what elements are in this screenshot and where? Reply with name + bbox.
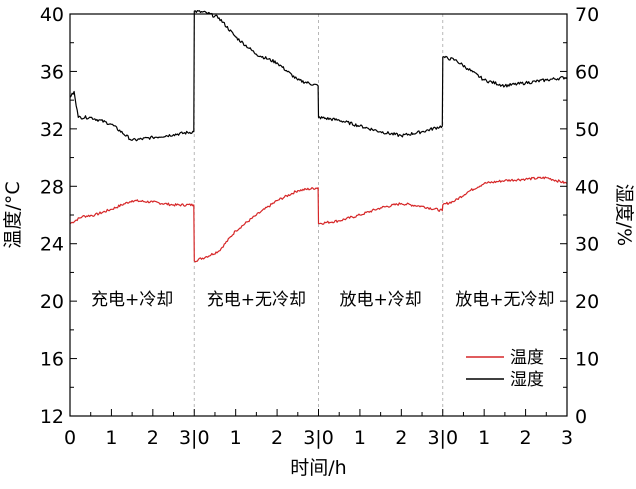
right-axis-title: 湿度/%: [613, 184, 635, 246]
x-tick-label: 3|0: [179, 427, 210, 449]
legend-label: 温度: [510, 348, 544, 368]
series-layer: [69, 10, 568, 263]
x-axis-title: 时间/h: [290, 457, 346, 479]
x-tick-label: 2: [520, 427, 532, 449]
x-tick-label: 3|0: [303, 427, 334, 449]
left-tick-label: 24: [40, 234, 64, 256]
x-tick-label: 3: [561, 427, 573, 449]
phase-label: 放电+冷却: [340, 290, 422, 310]
right-tick-label: 10: [575, 349, 599, 371]
left-tick-label: 36: [40, 61, 64, 83]
left-tick-label: 32: [40, 119, 64, 141]
left-tick-label: 28: [40, 176, 64, 198]
right-tick-label: 0: [575, 406, 587, 428]
right-axis: 0 10 20 30 40 50 60 70: [560, 4, 599, 428]
left-tick-label: 20: [40, 291, 64, 313]
x-tick-label: 2: [395, 427, 407, 449]
legend-label: 湿度: [510, 370, 544, 390]
right-tick-label: 50: [575, 119, 599, 141]
right-tick-label: 40: [575, 176, 599, 198]
x-tick-label: 1: [230, 427, 242, 449]
right-tick-label: 20: [575, 291, 599, 313]
x-tick-label: 2: [147, 427, 159, 449]
left-tick-label: 12: [40, 406, 64, 428]
right-tick-label: 60: [575, 61, 599, 83]
series-line-humidity: [69, 10, 568, 142]
x-tick-label: 1: [105, 427, 117, 449]
x-tick-label: 2: [271, 427, 283, 449]
phase-label: 充电+冷却: [91, 290, 173, 310]
left-axis-title: 温度/°C: [2, 181, 24, 248]
x-axis: 0 1 2 3|0 1 2 3|0 1 2 3|0 1 2 3: [64, 409, 573, 449]
phase-labels: 充电+冷却 充电+无冷却 放电+冷却 放电+无冷却: [91, 290, 555, 310]
right-tick-label: 70: [575, 4, 599, 26]
left-tick-label: 40: [40, 4, 64, 26]
x-tick-label: 0: [64, 427, 76, 449]
right-tick-label: 30: [575, 234, 599, 256]
x-tick-label: 1: [478, 427, 490, 449]
series-line-temperature: [69, 176, 568, 263]
left-tick-label: 16: [40, 349, 64, 371]
left-axis: 12 16 20 24 28 32 36 40: [40, 4, 77, 428]
phase-label: 放电+无冷却: [455, 290, 554, 310]
x-tick-label: 3|0: [427, 427, 458, 449]
phase-label: 充电+无冷却: [207, 290, 306, 310]
x-tick-label: 1: [354, 427, 366, 449]
